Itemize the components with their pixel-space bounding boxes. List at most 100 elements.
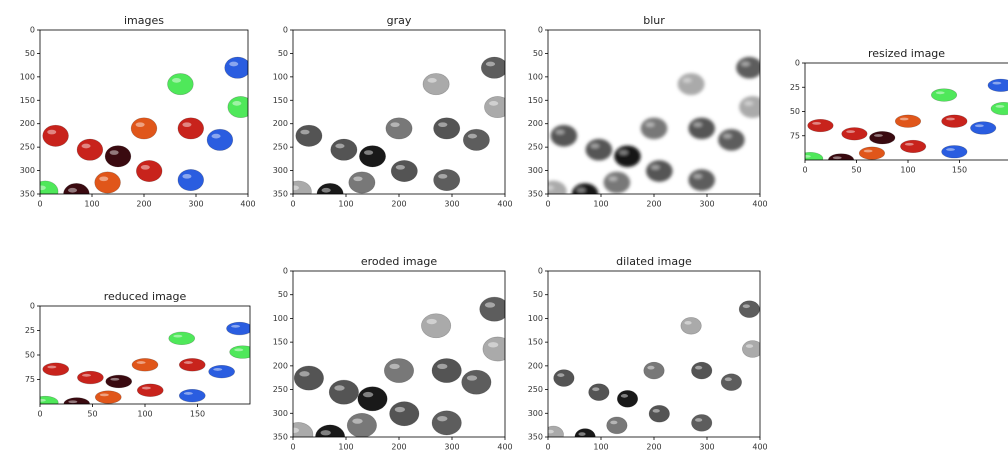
candy-highlight [805, 154, 811, 158]
candy [640, 117, 668, 140]
candy-highlight [68, 400, 78, 404]
subplot-title: blur [643, 14, 665, 27]
candy-highlight [618, 150, 629, 155]
subplot-title: dilated image [616, 255, 692, 268]
candy [691, 361, 713, 380]
candy-highlight [467, 133, 478, 139]
candy [603, 171, 631, 194]
candy [739, 96, 760, 119]
candy [479, 296, 505, 322]
candy-highlight [466, 375, 478, 381]
x-tick-label: 400 [752, 443, 767, 452]
candy [585, 138, 613, 161]
y-tick-label: 0 [538, 267, 543, 276]
candy-highlight [99, 176, 109, 182]
x-tick-label: 300 [444, 443, 459, 452]
y-tick-label: 50 [25, 49, 35, 58]
x-tick-label: 150 [190, 410, 205, 419]
x-tick-label: 300 [699, 443, 714, 452]
candy [208, 364, 235, 379]
y-tick-label: 350 [20, 190, 35, 199]
x-tick-label: 100 [137, 410, 152, 419]
candy-highlight [135, 122, 145, 128]
candy-highlight [182, 173, 192, 179]
candy [40, 180, 59, 194]
y-tick-label: 150 [528, 338, 543, 347]
candy [104, 145, 132, 168]
candy [894, 114, 922, 128]
candy-highlight [652, 408, 660, 413]
candy [987, 78, 1008, 92]
candy [548, 425, 564, 437]
candy-highlight [576, 187, 586, 193]
candy [431, 410, 462, 436]
x-tick-label: 0 [545, 443, 550, 452]
candy-highlight [935, 91, 945, 95]
candy [206, 128, 234, 151]
candy-highlight [695, 418, 703, 422]
image [548, 56, 760, 194]
candy-highlight [488, 342, 499, 348]
candy-highlight [684, 320, 692, 325]
subplot: dilated image 0 100 200 300 400 0 50 100 150 200 25… [528, 255, 768, 452]
y-tick-label: 50 [25, 351, 35, 360]
x-tick-label: 200 [646, 443, 661, 452]
candy [548, 180, 567, 194]
candy-highlight [437, 363, 448, 370]
candy [720, 373, 742, 391]
candy [735, 56, 760, 79]
candy [136, 160, 163, 182]
candy-highlight [81, 143, 91, 149]
candy [742, 340, 760, 358]
candy [930, 88, 958, 102]
candy-highlight [992, 81, 1002, 85]
candy [484, 96, 505, 119]
y-tick-label: 50 [278, 49, 288, 58]
candy-highlight [141, 386, 151, 390]
subplot: reduced image 0 50 100 150 0 25 50 75 [25, 290, 251, 419]
candy-highlight [363, 150, 374, 155]
candy [390, 160, 418, 182]
candy [688, 169, 716, 192]
candy [77, 370, 104, 385]
candy [422, 73, 450, 96]
candy [94, 171, 121, 194]
x-tick-label: 100 [338, 443, 353, 452]
image [40, 56, 248, 194]
candy [462, 128, 490, 151]
candy [295, 124, 323, 147]
x-tick-label: 100 [338, 200, 353, 209]
candy-highlight [744, 101, 754, 106]
candy-highlight [47, 129, 57, 135]
candy [330, 138, 358, 161]
candy-highlight [300, 129, 310, 135]
y-tick-label: 200 [20, 119, 35, 128]
candy [178, 358, 206, 372]
y-tick-label: 0 [538, 26, 543, 35]
candy [42, 124, 69, 147]
candy-highlight [231, 324, 241, 328]
candy [645, 160, 673, 182]
candy [433, 169, 461, 192]
candy [688, 117, 716, 140]
x-tick-label: 0 [37, 410, 42, 419]
candy-highlight [173, 334, 183, 338]
candy-highlight [182, 122, 192, 128]
candy [433, 117, 461, 140]
candy-highlight [555, 129, 565, 135]
candy [131, 358, 159, 372]
candy [588, 383, 610, 401]
y-tick-label: 0 [30, 26, 35, 35]
y-tick-label: 150 [20, 96, 35, 105]
y-tick-label: 25 [25, 326, 35, 335]
candy-highlight [724, 377, 732, 382]
candy [226, 321, 250, 336]
candy-highlight [647, 365, 655, 370]
y-tick-label: 200 [273, 119, 288, 128]
candy-highlight [873, 134, 883, 137]
x-tick-label: 0 [290, 443, 295, 452]
x-tick-label: 0 [802, 166, 807, 175]
candy-highlight [47, 365, 57, 369]
candy-highlight [426, 318, 437, 325]
y-tick-label: 250 [273, 143, 288, 152]
